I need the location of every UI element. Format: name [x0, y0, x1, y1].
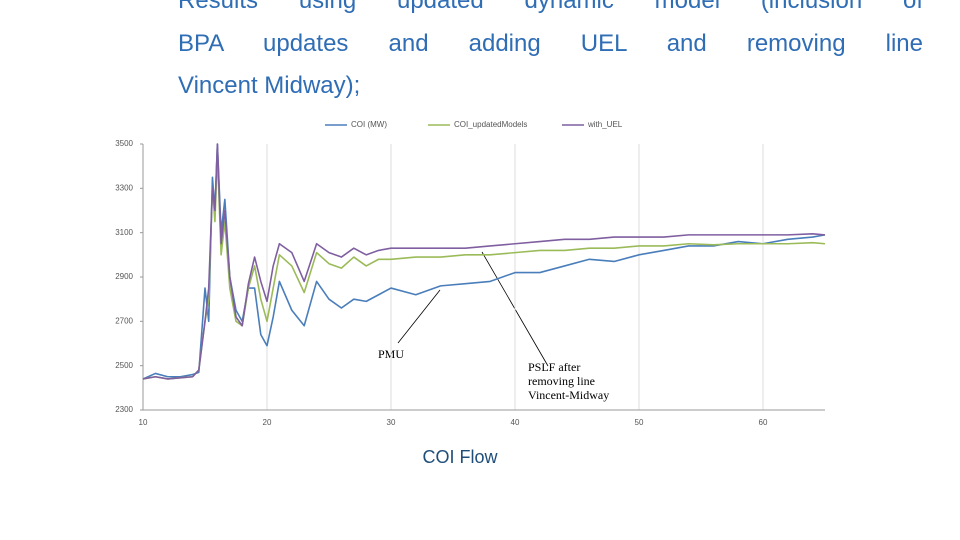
- y-tick-label: 2900: [115, 272, 133, 281]
- annotation: PSLF after: [528, 360, 580, 374]
- y-tick-label: 3500: [115, 139, 133, 148]
- y-tick-label: 3100: [115, 228, 133, 237]
- x-tick-label: 40: [511, 418, 520, 427]
- heading-line: Vincent Midway);: [178, 72, 361, 99]
- legend-label: COI_updatedModels: [454, 120, 527, 129]
- x-tick-label: 60: [759, 418, 768, 427]
- x-tick-label: 10: [139, 418, 148, 427]
- y-tick-label: 3300: [115, 183, 133, 192]
- annotation: Vincent-Midway: [528, 388, 609, 402]
- x-tick-label: 20: [263, 418, 272, 427]
- legend-label: COI (MW): [351, 120, 387, 129]
- x-tick-label: 30: [387, 418, 396, 427]
- caption: COI Flow: [422, 447, 498, 467]
- y-tick-label: 2500: [115, 361, 133, 370]
- annotation: removing line: [528, 374, 595, 388]
- heading-line: BPA updates and adding UEL and removing …: [178, 30, 923, 57]
- series-line: [142, 154, 826, 380]
- y-tick-label: 2700: [115, 316, 133, 325]
- legend-label: with_UEL: [587, 120, 623, 129]
- series-line: [142, 143, 826, 380]
- heading-line: Results using updated dynamic model (inc…: [178, 0, 923, 14]
- y-tick-label: 2300: [115, 405, 133, 414]
- x-tick-label: 50: [635, 418, 644, 427]
- series-line: [142, 143, 826, 380]
- annotation-pointer: [397, 289, 441, 344]
